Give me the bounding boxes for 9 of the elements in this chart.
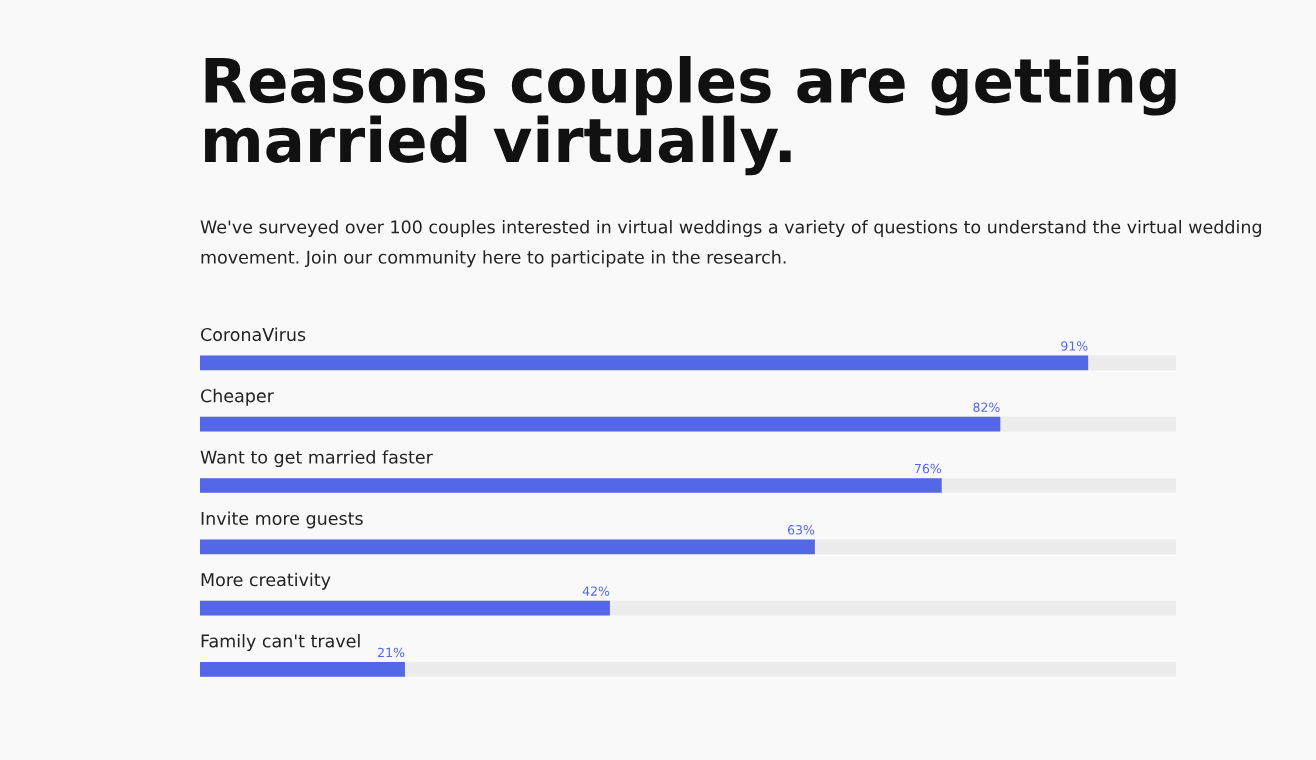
y-tick-label: Family can't travel xyxy=(201,634,360,651)
y-tick-label: Want to get married faster xyxy=(200,450,433,468)
y-tick-label: CoronaVirus xyxy=(200,327,306,342)
y-tick-label: Invite more guests xyxy=(201,511,363,529)
bar xyxy=(200,662,405,677)
chart-subtitle: We've surveyed over 100 couples interested in virtual weddings a variety of questions to understand the virtual wedding movement. Join our community here to participate in the research. xyxy=(200,220,1261,268)
chart-title: Reasons couples are getting married virtually. xyxy=(205,56,1176,176)
y-tick-label: Cheaper xyxy=(200,388,274,406)
y-tick-label: More creativity xyxy=(201,572,331,590)
